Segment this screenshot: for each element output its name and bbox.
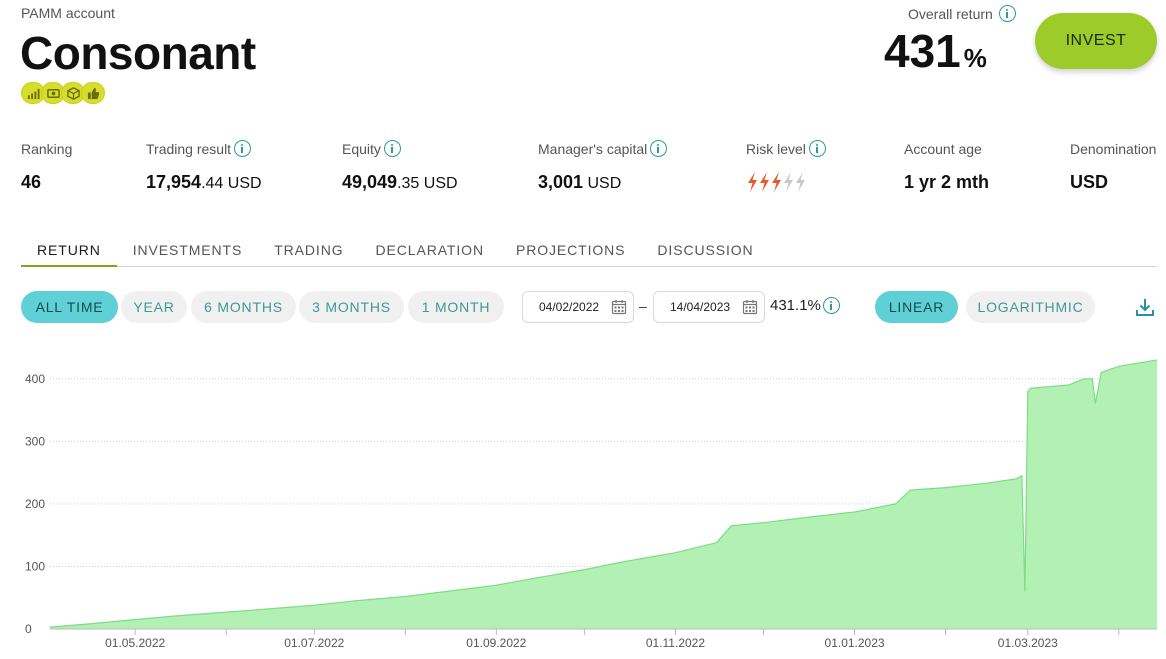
tab-declaration[interactable]: DECLARATION — [375, 242, 484, 258]
tab-investments[interactable]: INVESTMENTS — [132, 242, 243, 258]
y-tick-label: 400 — [25, 372, 45, 386]
stat-label: Ranking — [21, 140, 73, 157]
period-all-time[interactable]: ALL TIME — [21, 291, 118, 323]
stat-label: Denomination — [1070, 140, 1157, 157]
invest-button[interactable]: INVEST — [1035, 13, 1157, 69]
period-6-months[interactable]: 6 MONTHS — [191, 291, 296, 323]
stat-label: Risk level — [746, 140, 806, 157]
stat-label: Manager's capital — [538, 140, 648, 157]
value-unit: USD — [419, 175, 458, 192]
account-name: Consonant — [20, 27, 256, 79]
stat-equity: Equity 49,049.35 USD — [342, 140, 458, 193]
stat-value: 3,001 USD — [538, 172, 667, 193]
info-icon[interactable] — [650, 140, 668, 157]
scale-linear[interactable]: LINEAR — [875, 291, 958, 323]
overall-return-unit: % — [963, 43, 987, 73]
x-tick-label: 01.11.2022 — [646, 636, 705, 650]
scale-logarithmic[interactable]: LOGARITHMIC — [966, 291, 1095, 323]
series-line — [49, 359, 1158, 628]
value-dec: .44 — [201, 175, 224, 192]
tab-return[interactable]: RETURN — [21, 236, 117, 267]
account-type-label: PAMM account — [21, 5, 115, 21]
info-icon[interactable] — [383, 140, 401, 157]
date-to-value: 14/04/2023 — [670, 300, 731, 314]
date-from-input[interactable]: 04/02/2022 — [522, 291, 634, 323]
tab-discussion[interactable]: DISCUSSION — [657, 242, 754, 258]
series-area — [50, 360, 1157, 629]
calendar-icon[interactable] — [611, 299, 627, 315]
lightning-icon — [784, 172, 793, 192]
date-to-input[interactable]: 14/04/2023 — [653, 291, 765, 323]
stat-label: Account age — [904, 140, 982, 157]
badge-row — [21, 82, 105, 104]
info-icon[interactable] — [822, 297, 840, 314]
x-tick-label: 01.01.2023 — [825, 636, 885, 650]
date-from-value: 04/02/2022 — [539, 300, 600, 314]
period-1-month[interactable]: 1 MONTH — [408, 291, 504, 323]
overall-return-label: Overall return — [908, 5, 1016, 22]
value-int: 3,001 — [538, 172, 584, 192]
info-icon[interactable] — [808, 140, 826, 157]
x-tick-label: 01.05.2022 — [105, 636, 165, 650]
stat-label: Equity — [342, 140, 381, 157]
stat-value: 49,049.35 USD — [342, 172, 458, 193]
stat-value: 1 yr 2 mth — [904, 172, 990, 192]
y-tick-label: 0 — [25, 622, 32, 636]
stat-ranking: Ranking 46 — [21, 140, 72, 193]
calendar-icon[interactable] — [742, 299, 758, 315]
info-icon[interactable] — [998, 5, 1016, 22]
lightning-icon — [772, 172, 781, 192]
stat-denomination: Denomination USD — [1070, 140, 1156, 193]
range-return-value: 431.1% — [770, 297, 821, 314]
x-tick-label: 01.03.2023 — [998, 636, 1058, 650]
stat-label-row: Risk level — [746, 140, 826, 157]
stat-label-row: Equity — [342, 140, 458, 157]
y-tick-label: 200 — [25, 497, 45, 511]
overall-return-text: Overall return — [908, 5, 993, 22]
tab-bar: RETURN INVESTMENTS TRADING DECLARATION P… — [21, 236, 1157, 267]
lightning-icon — [760, 172, 769, 192]
tab-trading[interactable]: TRADING — [274, 242, 344, 258]
x-tick-label: 01.07.2022 — [284, 636, 344, 650]
overall-return-value: 431 % — [884, 24, 987, 78]
value-dec: .35 — [397, 175, 420, 192]
stat-risk-level: Risk level — [746, 140, 826, 193]
risk-meter — [746, 171, 826, 193]
stat-value: 17,954.44 USD — [146, 172, 262, 193]
download-icon[interactable] — [1134, 296, 1156, 318]
y-tick-label: 100 — [25, 559, 45, 573]
return-chart: 0 100 200 300 400 01.05.2022 01.07.2022 01.09.2… — [25, 359, 1158, 650]
stat-trading-result: Trading result 17,954.44 USD — [146, 140, 262, 193]
stat-account-age: Account age 1 yr 2 mth — [904, 140, 989, 193]
y-tick-label: 300 — [25, 434, 45, 448]
stat-managers-capital: Manager's capital 3,001 USD — [538, 140, 668, 193]
stat-label-row: Manager's capital — [538, 140, 668, 157]
value-unit: USD — [583, 175, 622, 192]
thumbs-up-icon[interactable] — [81, 82, 105, 104]
stat-label: Trading result — [146, 140, 232, 157]
lightning-icon — [796, 172, 805, 192]
period-3-months[interactable]: 3 MONTHS — [299, 291, 404, 323]
value-unit: USD — [223, 175, 262, 192]
range-return: 431.1% — [770, 297, 840, 314]
value-int: 49,049 — [342, 172, 398, 192]
lightning-icon — [748, 172, 757, 192]
stat-value: USD — [1070, 172, 1109, 192]
overall-return-number: 431 — [884, 25, 961, 77]
info-icon[interactable] — [234, 140, 252, 157]
tab-projections[interactable]: PROJECTIONS — [515, 242, 626, 258]
value-int: 17,954 — [146, 172, 202, 192]
x-tick-label: 01.09.2022 — [466, 636, 526, 650]
stat-label-row: Trading result — [146, 140, 262, 157]
date-separator: – — [639, 298, 647, 314]
period-year[interactable]: YEAR — [121, 291, 187, 323]
stat-value: 46 — [21, 172, 42, 192]
